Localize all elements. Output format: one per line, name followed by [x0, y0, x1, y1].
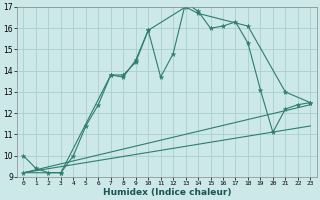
X-axis label: Humidex (Indice chaleur): Humidex (Indice chaleur) [103, 188, 231, 197]
